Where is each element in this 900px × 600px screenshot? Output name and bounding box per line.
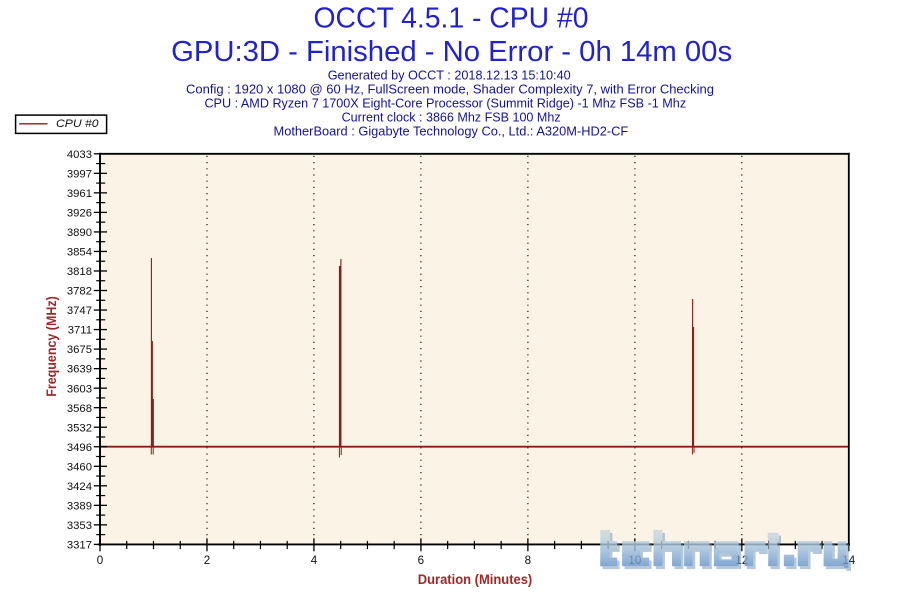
- svg-text:Duration (Minutes): Duration (Minutes): [418, 571, 533, 587]
- svg-text:3424: 3424: [67, 481, 92, 493]
- svg-text:4033: 4033: [67, 149, 92, 161]
- svg-text:OCCT 4.5.1 - CPU #0: OCCT 4.5.1 - CPU #0: [314, 3, 589, 35]
- svg-text:3997: 3997: [67, 168, 92, 180]
- svg-text:3353: 3353: [67, 520, 92, 532]
- svg-text:2: 2: [204, 554, 210, 567]
- svg-text:3711: 3711: [68, 325, 92, 337]
- svg-text:3926: 3926: [67, 207, 92, 219]
- svg-text:3747: 3747: [67, 305, 92, 317]
- svg-text:3317: 3317: [67, 540, 92, 552]
- svg-text:4: 4: [311, 554, 318, 567]
- svg-text:3890: 3890: [67, 227, 92, 239]
- svg-text:3639: 3639: [67, 364, 92, 376]
- svg-text:3389: 3389: [67, 500, 92, 512]
- svg-text:CPU #0: CPU #0: [56, 118, 99, 130]
- svg-text:CPU : AMD Ryzen 7 1700X Eight-: CPU : AMD Ryzen 7 1700X Eight-Core Proce…: [204, 96, 686, 111]
- svg-text:3496: 3496: [67, 442, 92, 454]
- svg-text:Frequency (MHz): Frequency (MHz): [43, 296, 59, 397]
- svg-text:MotherBoard : Gigabyte Technol: MotherBoard : Gigabyte Technology Co., L…: [274, 124, 629, 139]
- svg-text:GPU:3D - Finished - No Error -: GPU:3D - Finished - No Error - 0h 14m 00…: [171, 36, 732, 68]
- svg-text:Generated by OCCT : 2018.12.13: Generated by OCCT : 2018.12.13 15:10:40: [328, 67, 571, 82]
- svg-text:Config : 1920 x 1080 @ 60 Hz,: Config : 1920 x 1080 @ 60 Hz, FullScreen…: [186, 81, 714, 96]
- svg-text:3460: 3460: [67, 461, 92, 473]
- svg-text:0: 0: [97, 554, 103, 567]
- svg-text:3782: 3782: [67, 286, 92, 298]
- svg-text:3961: 3961: [67, 188, 92, 200]
- svg-text:Current clock : 3866 Mhz FSB 1: Current clock : 3866 Mhz FSB 100 Mhz: [342, 110, 561, 125]
- svg-text:3532: 3532: [67, 422, 92, 434]
- svg-text:3854: 3854: [67, 247, 92, 259]
- svg-text:8: 8: [525, 554, 531, 567]
- svg-text:6: 6: [418, 554, 424, 567]
- svg-text:3818: 3818: [67, 266, 92, 278]
- svg-text:3568: 3568: [67, 403, 92, 415]
- svg-text:3603: 3603: [67, 383, 92, 395]
- svg-text:3675: 3675: [67, 344, 92, 356]
